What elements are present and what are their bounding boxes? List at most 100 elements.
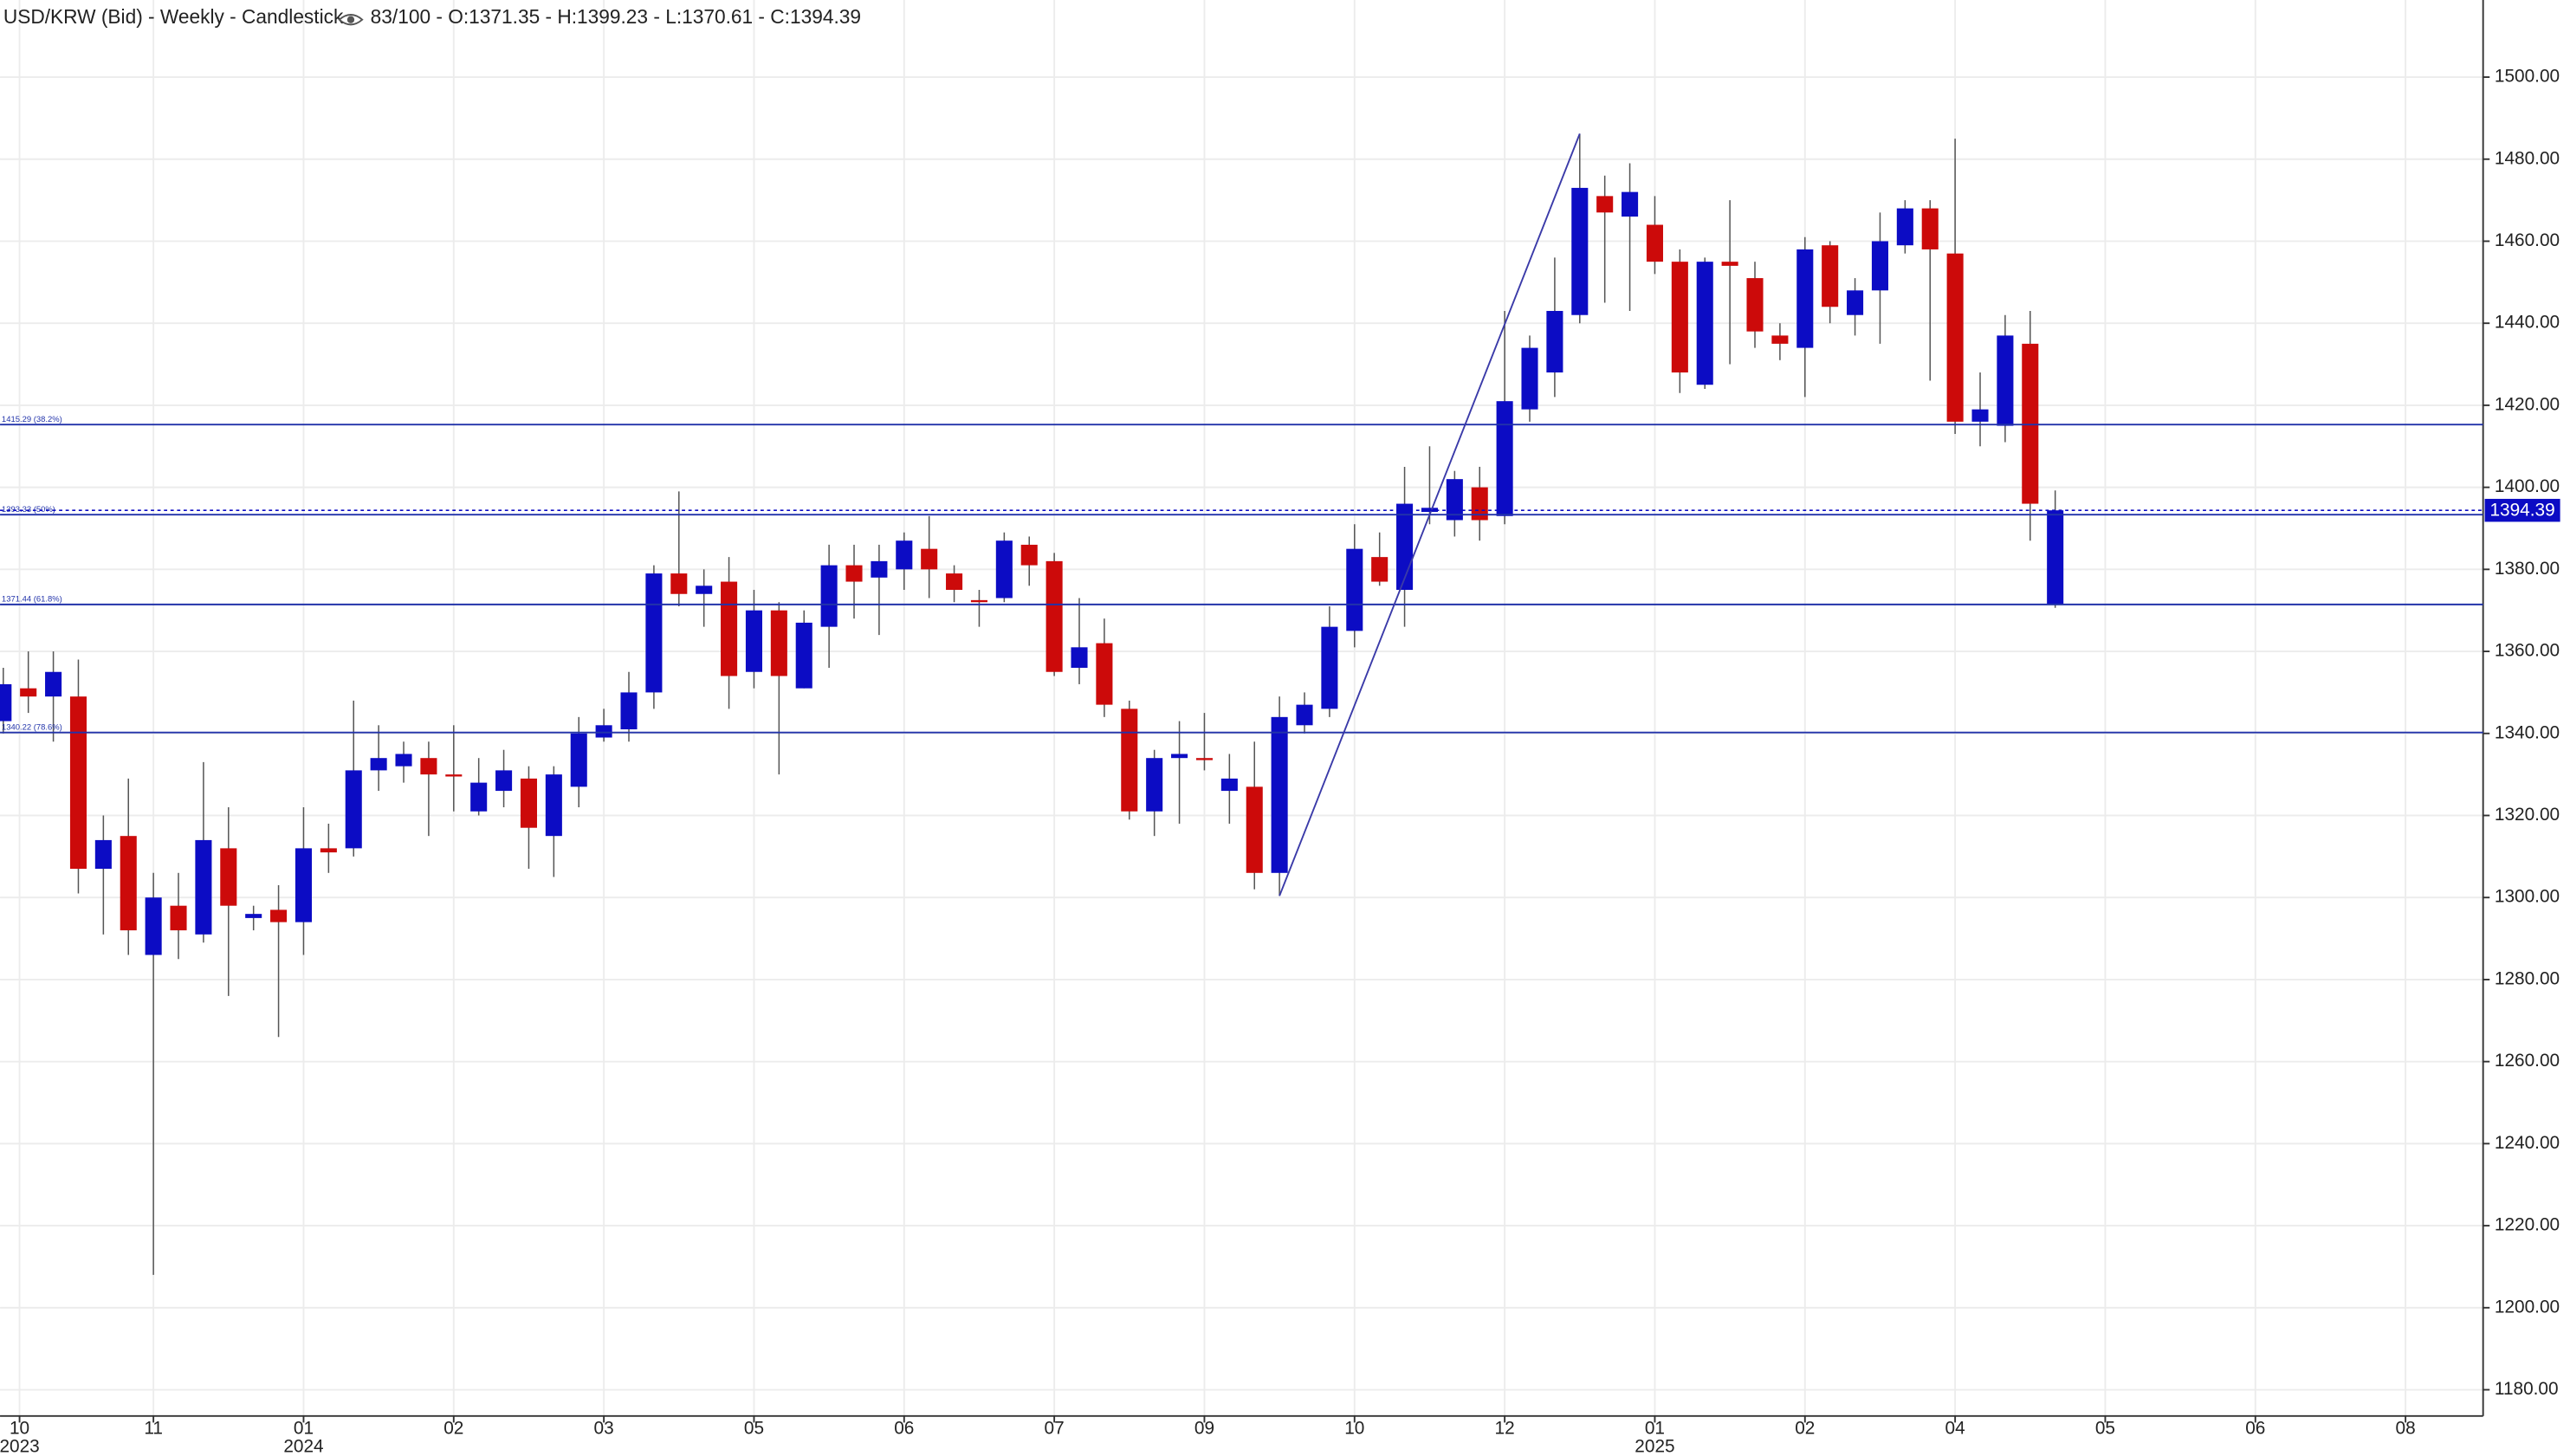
candle-body [2022,343,2039,504]
candle-body [470,782,488,812]
candle-body [1696,262,1713,385]
candle-body [2047,510,2064,605]
candle-body [1571,187,1589,315]
x-tick-label: 01 [294,1418,314,1438]
candle-body [145,897,162,955]
last-price-label: 1394.39 [2489,501,2554,521]
candle-body [220,848,237,906]
y-tick-label: 1200.00 [2495,1297,2560,1317]
candle-body [1796,249,1814,348]
candle-body [1721,262,1738,266]
y-tick-label: 1260.00 [2495,1051,2560,1071]
candle-body [1271,716,1288,873]
x-tick-label: 10 [1344,1418,1364,1438]
candle-body [0,683,12,722]
x-tick-label: 08 [2396,1418,2416,1438]
candle-body [445,774,463,777]
candle-body [170,905,187,931]
candle-body [745,610,762,672]
candle-body [1871,241,1888,291]
candle-body [1121,709,1138,812]
candle-body [1020,544,1038,566]
candle-body [995,540,1013,599]
candle-body [1946,253,1964,422]
candle-body [645,573,663,693]
candle-body [120,836,137,931]
candle-body [1921,208,1939,249]
candle-body [1195,758,1213,760]
candle-body [1896,208,1913,246]
candle-body [1521,347,1538,410]
x-tick-label: 06 [894,1418,914,1438]
candle-body [1971,409,1989,422]
chart-title: USD/KRW (Bid) - Weekly - Candlestick [3,5,344,28]
candle-body [69,696,87,870]
y-tick-label: 1500.00 [2495,67,2560,87]
candle-body [795,622,812,689]
y-tick-label: 1220.00 [2495,1215,2560,1235]
candle-body [195,839,212,935]
x-tick-label: 01 [1645,1418,1665,1438]
y-tick-label: 1300.00 [2495,887,2560,907]
x-year-label: 2024 [283,1436,323,1456]
y-tick-label: 1480.00 [2495,148,2560,168]
x-tick-label: 03 [594,1418,614,1438]
y-tick-label: 1240.00 [2495,1133,2560,1153]
candle-body [245,914,262,918]
candle-body [545,774,562,837]
candle-body [1622,191,1639,217]
candle-body [420,758,437,775]
candle-body [1471,487,1488,521]
candle-body [1071,647,1088,669]
candle-body [1997,335,2014,426]
grid [0,0,2483,1416]
candle-body [1822,245,1839,307]
candle-body [370,758,387,771]
candle-body [1746,278,1764,332]
candle-body [495,770,513,792]
y-tick-label: 1380.00 [2495,559,2560,579]
x-tick-label: 10 [10,1418,29,1438]
candle-body [1096,643,1113,705]
x-tick-label: 12 [1495,1418,1515,1438]
candle-body [620,692,638,730]
candle-body [1596,196,1614,213]
x-tick-label: 02 [1795,1418,1815,1438]
candle-body [1296,704,1313,726]
candle-body [820,565,838,627]
candle-body [1246,786,1263,873]
candle-body [570,733,587,787]
candle-body [520,778,537,828]
x-tick-label: 11 [144,1418,163,1438]
y-tick-label: 1360.00 [2495,641,2560,661]
ohlc-info: 83/100 - O:1371.35 - H:1399.23 - L:1370.… [371,5,861,28]
candle-body [345,770,362,849]
candle-body [871,560,888,578]
y-tick-label: 1440.00 [2495,313,2560,333]
candle-body [1220,778,1238,792]
candle-body [1171,754,1188,759]
x-tick-label: 09 [1194,1418,1214,1438]
candle-body [770,610,787,676]
candle-body [20,688,37,697]
y-tick-label: 1420.00 [2495,394,2560,414]
candle-body [395,754,412,767]
candle-body [721,581,738,676]
candle-body [1646,224,1663,262]
candle-body [845,565,863,582]
y-tick-label: 1320.00 [2495,805,2560,825]
x-year-label: 2025 [1635,1436,1674,1456]
candle-body [1045,560,1063,672]
candle-body [1546,310,1563,373]
candle-body [295,848,312,922]
y-tick-label: 1180.00 [2495,1379,2559,1399]
candle-body [1346,548,1363,631]
candle-body [45,671,62,697]
candle-body [921,548,938,570]
y-tick-label: 1280.00 [2495,968,2560,988]
y-tick-label: 1340.00 [2495,722,2560,742]
fib-label: 1340.22 (78.6%) [2,723,62,733]
fib-label: 1371.44 (61.8%) [2,595,62,605]
